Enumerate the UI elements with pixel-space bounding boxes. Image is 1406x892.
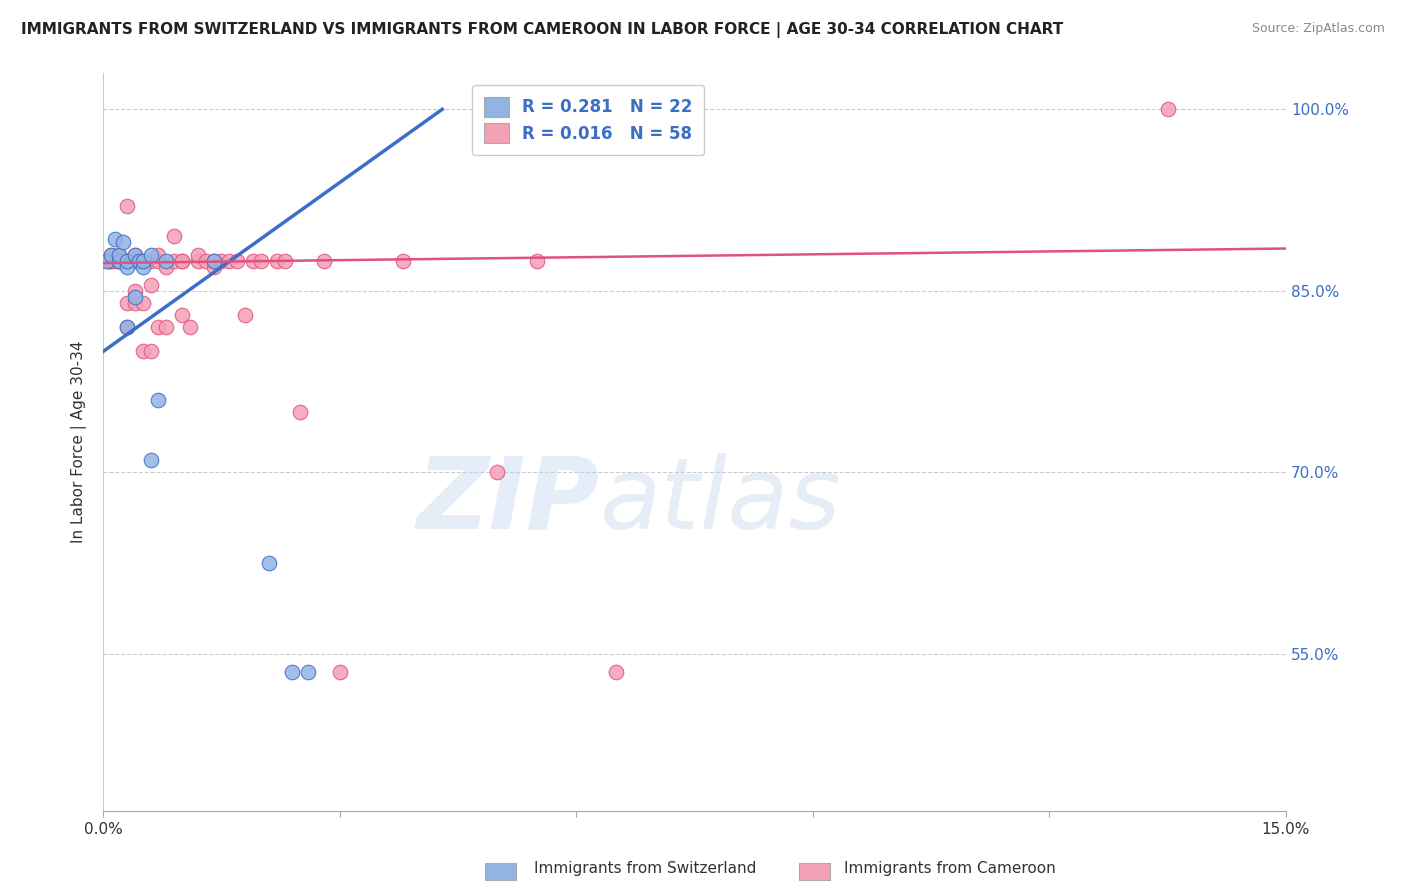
Point bbox=[155, 260, 177, 274]
Point bbox=[124, 284, 146, 298]
Point bbox=[148, 320, 170, 334]
Point bbox=[131, 344, 153, 359]
Point bbox=[115, 296, 138, 310]
Point bbox=[108, 253, 131, 268]
Point bbox=[108, 247, 131, 261]
Point bbox=[392, 253, 415, 268]
Point bbox=[124, 296, 146, 310]
Point bbox=[290, 405, 312, 419]
Point bbox=[194, 253, 217, 268]
Point bbox=[115, 320, 138, 334]
Point bbox=[108, 253, 131, 268]
Point bbox=[526, 253, 548, 268]
Point bbox=[128, 253, 150, 268]
Point bbox=[163, 229, 186, 244]
Point bbox=[115, 199, 138, 213]
Point bbox=[155, 253, 177, 268]
Point bbox=[139, 344, 162, 359]
Y-axis label: In Labor Force | Age 30-34: In Labor Force | Age 30-34 bbox=[72, 341, 87, 543]
Point bbox=[131, 253, 153, 268]
Point bbox=[139, 277, 162, 292]
Point bbox=[100, 253, 122, 268]
Point bbox=[202, 253, 225, 268]
Legend: R = 0.281   N = 22, R = 0.016   N = 58: R = 0.281 N = 22, R = 0.016 N = 58 bbox=[472, 85, 704, 155]
Point bbox=[148, 253, 170, 268]
Point bbox=[139, 453, 162, 467]
Point bbox=[187, 247, 209, 261]
Point bbox=[131, 296, 153, 310]
Point bbox=[211, 253, 233, 268]
Point bbox=[115, 253, 138, 268]
Point bbox=[329, 665, 352, 680]
Point bbox=[115, 253, 138, 268]
Point bbox=[100, 253, 122, 268]
Point bbox=[170, 253, 193, 268]
Point bbox=[104, 232, 127, 246]
Point bbox=[97, 253, 120, 268]
Text: Immigrants from Switzerland: Immigrants from Switzerland bbox=[534, 861, 756, 876]
Point bbox=[202, 253, 225, 268]
Point bbox=[100, 247, 122, 261]
Point bbox=[155, 320, 177, 334]
Point bbox=[139, 247, 162, 261]
Point bbox=[242, 253, 264, 268]
Point bbox=[131, 253, 153, 268]
Point bbox=[100, 247, 122, 261]
Point bbox=[124, 247, 146, 261]
Text: IMMIGRANTS FROM SWITZERLAND VS IMMIGRANTS FROM CAMEROON IN LABOR FORCE | AGE 30-: IMMIGRANTS FROM SWITZERLAND VS IMMIGRANT… bbox=[21, 22, 1063, 38]
Point bbox=[115, 253, 138, 268]
Point bbox=[187, 253, 209, 268]
Point bbox=[233, 308, 256, 322]
Point bbox=[297, 665, 319, 680]
Point bbox=[139, 253, 162, 268]
Point bbox=[218, 253, 240, 268]
Text: Immigrants from Cameroon: Immigrants from Cameroon bbox=[844, 861, 1056, 876]
Point bbox=[96, 253, 118, 268]
Point bbox=[170, 253, 193, 268]
Point bbox=[104, 253, 127, 268]
Point bbox=[257, 556, 280, 570]
Point bbox=[111, 235, 134, 250]
Point bbox=[131, 260, 153, 274]
Point bbox=[486, 466, 509, 480]
Point bbox=[170, 308, 193, 322]
Point bbox=[179, 320, 201, 334]
Point bbox=[108, 253, 131, 268]
Point bbox=[605, 665, 627, 680]
Point bbox=[124, 247, 146, 261]
Point bbox=[108, 247, 131, 261]
Point bbox=[1157, 103, 1180, 117]
Point bbox=[115, 320, 138, 334]
Point bbox=[273, 253, 295, 268]
Point bbox=[266, 253, 288, 268]
Point bbox=[250, 253, 273, 268]
Point bbox=[148, 392, 170, 407]
Point bbox=[111, 253, 134, 268]
Point bbox=[226, 253, 249, 268]
Point bbox=[148, 247, 170, 261]
Text: ZIP: ZIP bbox=[418, 453, 600, 549]
Point bbox=[163, 253, 186, 268]
Point bbox=[124, 253, 146, 268]
Text: atlas: atlas bbox=[600, 453, 842, 549]
Point bbox=[312, 253, 335, 268]
Point bbox=[124, 290, 146, 304]
Point bbox=[96, 253, 118, 268]
Point bbox=[115, 260, 138, 274]
Point bbox=[202, 260, 225, 274]
Text: Source: ZipAtlas.com: Source: ZipAtlas.com bbox=[1251, 22, 1385, 36]
Point bbox=[281, 665, 304, 680]
Point bbox=[108, 253, 131, 268]
